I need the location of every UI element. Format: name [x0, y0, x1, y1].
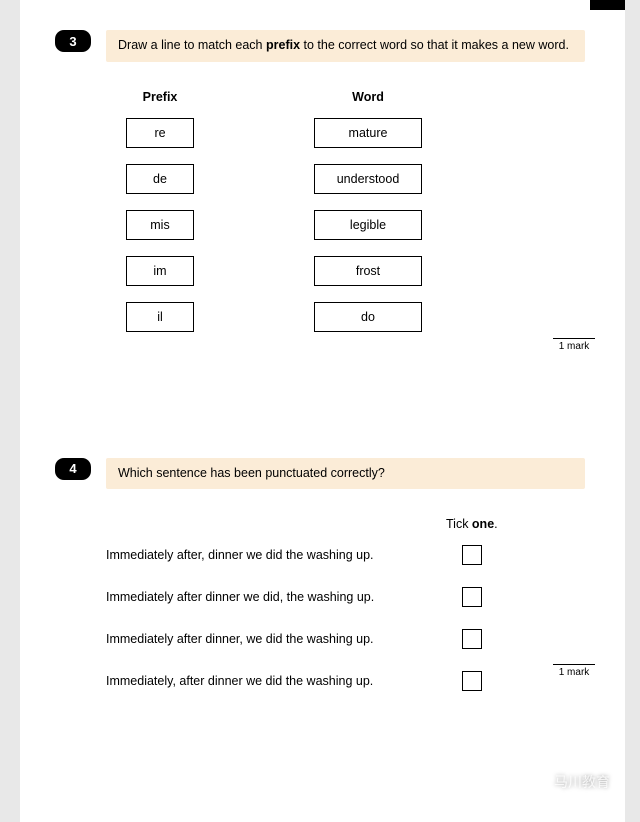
option-text: Immediately after dinner we did, the was…	[106, 590, 456, 604]
prefix-label: im	[153, 264, 166, 278]
page-corner-mark	[590, 0, 625, 10]
word-box[interactable]: frost	[314, 256, 422, 286]
word-label: do	[361, 310, 375, 324]
watermark: 马川教育	[526, 772, 610, 792]
tick-checkbox[interactable]	[462, 587, 482, 607]
word-label: legible	[350, 218, 386, 232]
instruction-text-pre: Draw a line to match each	[118, 38, 266, 52]
options-content: Tick one. Immediately after, dinner we d…	[106, 517, 545, 691]
question-number-badge: 4	[55, 458, 91, 480]
word-box[interactable]: mature	[314, 118, 422, 148]
word-box[interactable]: legible	[314, 210, 422, 240]
question-number-text: 3	[69, 34, 76, 49]
question-instruction: Draw a line to match each prefix to the …	[106, 30, 585, 62]
word-box[interactable]: understood	[314, 164, 422, 194]
prefix-label: il	[157, 310, 163, 324]
option-text: Immediately after dinner, we did the was…	[106, 632, 456, 646]
prefix-label: re	[154, 126, 165, 140]
question-3: 3 Draw a line to match each prefix to th…	[20, 30, 625, 348]
option-row: Immediately after dinner we did, the was…	[106, 587, 545, 607]
prefix-label: de	[153, 172, 167, 186]
match-content: Prefix re de mis im il Word mature under…	[106, 90, 545, 348]
mark-label: 1 mark	[553, 664, 595, 678]
word-label: mature	[349, 126, 388, 140]
match-columns: Prefix re de mis im il Word mature under…	[106, 90, 545, 348]
tick-checkbox[interactable]	[462, 545, 482, 565]
option-row: Immediately, after dinner we did the was…	[106, 671, 545, 691]
question-number-badge: 3	[55, 30, 91, 52]
option-text: Immediately after, dinner we did the was…	[106, 548, 456, 562]
watermark-text: 马川教育	[554, 772, 610, 792]
tick-post: .	[494, 517, 497, 531]
prefix-column: Prefix re de mis im il	[126, 90, 194, 348]
word-box[interactable]: do	[314, 302, 422, 332]
question-number-text: 4	[69, 461, 76, 476]
prefix-box[interactable]: mis	[126, 210, 194, 240]
tick-pre: Tick	[446, 517, 472, 531]
tick-checkbox[interactable]	[462, 629, 482, 649]
prefix-label: mis	[150, 218, 169, 232]
option-row: Immediately after dinner, we did the was…	[106, 629, 545, 649]
prefix-column-header: Prefix	[143, 90, 178, 104]
mark-label: 1 mark	[553, 338, 595, 352]
word-column-header: Word	[352, 90, 384, 104]
word-label: understood	[337, 172, 400, 186]
tick-bold: one	[472, 517, 494, 531]
word-label: frost	[356, 264, 380, 278]
prefix-box[interactable]: im	[126, 256, 194, 286]
prefix-box[interactable]: re	[126, 118, 194, 148]
question-4: 4 Which sentence has been punctuated cor…	[20, 458, 625, 692]
question-instruction: Which sentence has been punctuated corre…	[106, 458, 585, 490]
word-column: Word mature understood legible frost do	[314, 90, 422, 348]
prefix-box[interactable]: il	[126, 302, 194, 332]
worksheet-page: 3 Draw a line to match each prefix to th…	[20, 0, 625, 822]
option-row: Immediately after, dinner we did the was…	[106, 545, 545, 565]
instruction-text-post: to the correct word so that it makes a n…	[300, 38, 569, 52]
prefix-box[interactable]: de	[126, 164, 194, 194]
tick-instruction: Tick one.	[446, 517, 545, 531]
tick-checkbox[interactable]	[462, 671, 482, 691]
wechat-icon	[526, 773, 548, 791]
option-text: Immediately, after dinner we did the was…	[106, 674, 456, 688]
instruction-text-bold: prefix	[266, 38, 300, 52]
